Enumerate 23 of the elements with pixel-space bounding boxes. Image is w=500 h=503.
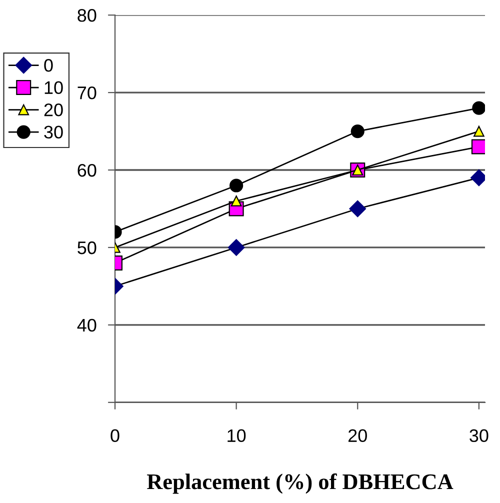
point xyxy=(230,196,242,206)
y-tick-label: 60 xyxy=(78,164,96,177)
legend-label: 30 xyxy=(44,126,63,139)
legend-label: 10 xyxy=(44,81,63,94)
point xyxy=(474,126,484,137)
legend-label: 20 xyxy=(44,103,63,116)
point xyxy=(230,178,244,192)
point xyxy=(349,200,366,218)
x-tick-label: 0 xyxy=(110,429,120,442)
y-tick-label: 50 xyxy=(78,241,96,254)
x-tick-label: 30 xyxy=(470,429,488,442)
point xyxy=(472,101,485,115)
y-tick-label: 40 xyxy=(77,318,96,332)
x-tick-label: 10 xyxy=(228,429,246,442)
point xyxy=(471,139,485,154)
x-tick-label: 20 xyxy=(348,429,367,442)
y-tick-label: 70 xyxy=(78,86,96,100)
x-axis-title: Replacement (%) of DBHECCA xyxy=(147,473,454,494)
y-tick-label: 80 xyxy=(78,9,96,22)
point xyxy=(350,124,364,138)
point xyxy=(228,239,245,256)
legend-label: 0 xyxy=(44,58,53,72)
point xyxy=(470,169,485,186)
